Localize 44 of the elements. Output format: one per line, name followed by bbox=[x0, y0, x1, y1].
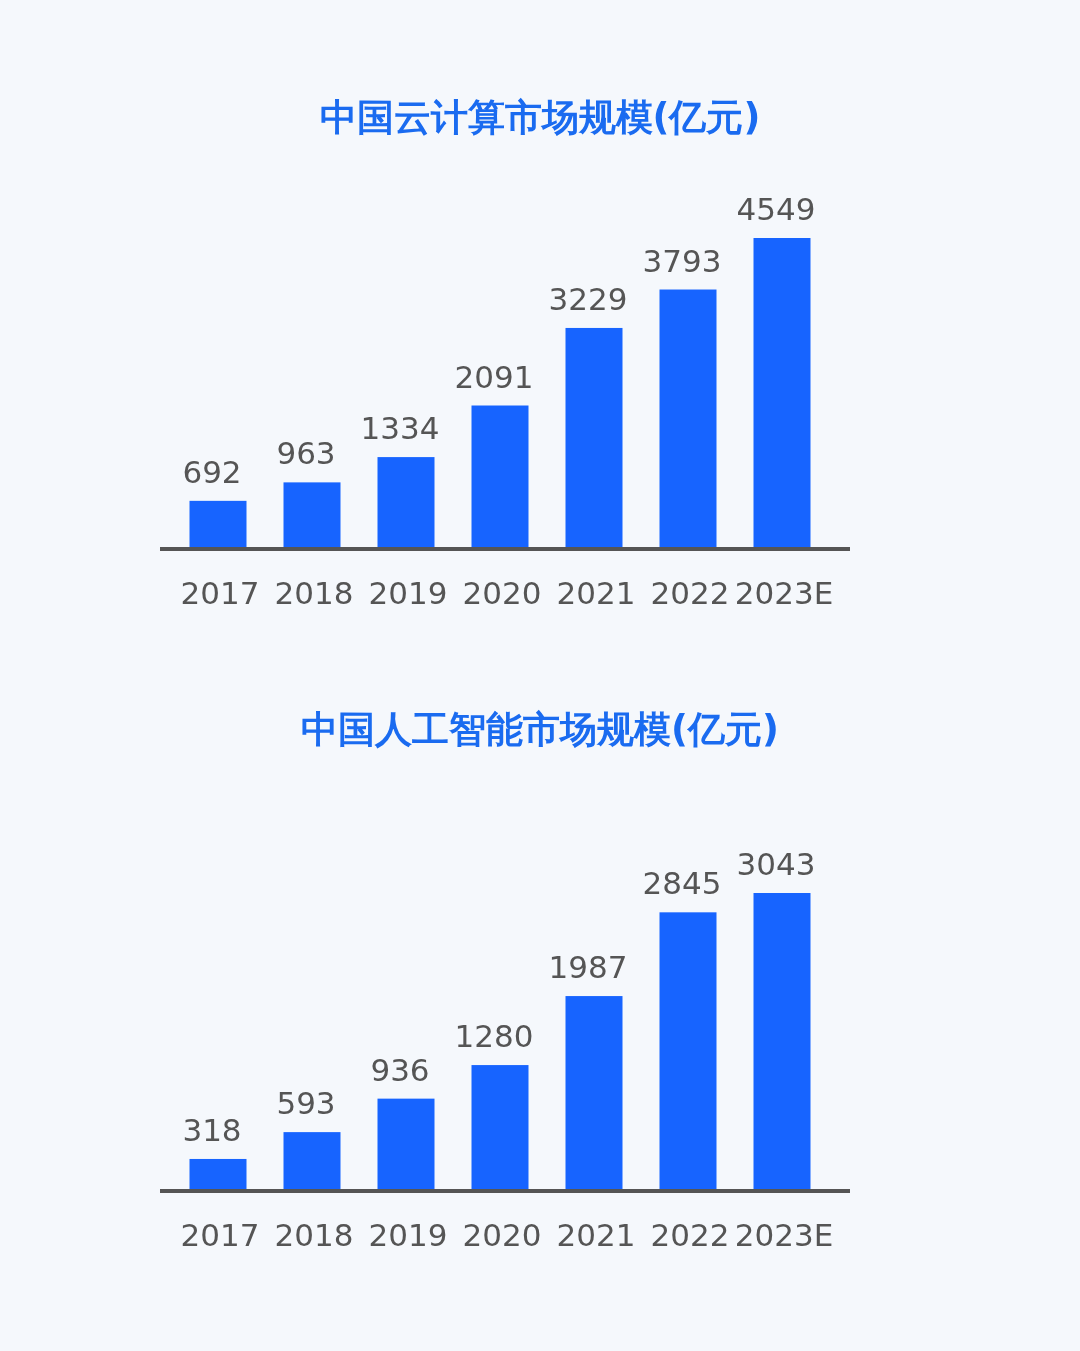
chart-title: 中国云计算市场规模(亿元) bbox=[319, 96, 761, 139]
bar bbox=[377, 1098, 435, 1190]
bar bbox=[283, 482, 341, 548]
bar bbox=[471, 1065, 529, 1190]
data-label: 4549 bbox=[736, 191, 816, 227]
x-tick-label: 2018 bbox=[274, 575, 354, 611]
data-label: 936 bbox=[370, 1051, 430, 1088]
data-label: 3229 bbox=[548, 280, 628, 317]
x-tick-label: 2017 bbox=[180, 1217, 260, 1253]
data-label: 692 bbox=[182, 453, 242, 490]
data-label: 1280 bbox=[454, 1018, 534, 1055]
x-tick-label: 2023E bbox=[734, 575, 834, 611]
bar bbox=[659, 289, 717, 548]
x-tick-label: 2021 bbox=[556, 1217, 636, 1253]
x-tick-label: 2020 bbox=[462, 1217, 542, 1253]
data-label: 2091 bbox=[454, 358, 534, 395]
data-label: 593 bbox=[276, 1085, 336, 1122]
x-tick-label: 2017 bbox=[180, 575, 260, 611]
x-tick-label: 2018 bbox=[274, 1217, 354, 1253]
x-tick-label: 2022 bbox=[650, 575, 730, 611]
data-label: 3043 bbox=[736, 846, 816, 882]
bar bbox=[565, 996, 623, 1190]
bar bbox=[659, 912, 717, 1190]
data-label: 1334 bbox=[360, 410, 440, 447]
bar bbox=[189, 500, 247, 548]
bar bbox=[471, 405, 529, 548]
x-tick-label: 2023E bbox=[734, 1217, 834, 1253]
data-label: 3793 bbox=[642, 242, 722, 279]
data-label: 1987 bbox=[548, 949, 628, 986]
x-tick-label: 2021 bbox=[556, 575, 636, 611]
x-tick-label: 2019 bbox=[368, 1217, 448, 1253]
data-label: 318 bbox=[182, 1111, 242, 1148]
bar bbox=[753, 238, 811, 548]
bar bbox=[377, 457, 435, 548]
bar bbox=[189, 1158, 247, 1190]
bar bbox=[753, 893, 811, 1190]
x-tick-label: 2019 bbox=[368, 575, 448, 611]
data-label: 2845 bbox=[642, 865, 722, 902]
bar bbox=[565, 327, 623, 548]
chart-title: 中国人工智能市场规模(亿元) bbox=[301, 708, 779, 751]
data-label: 963 bbox=[276, 435, 336, 472]
x-tick-label: 2022 bbox=[650, 1217, 730, 1253]
x-tick-label: 2020 bbox=[462, 575, 542, 611]
bar bbox=[283, 1132, 341, 1190]
